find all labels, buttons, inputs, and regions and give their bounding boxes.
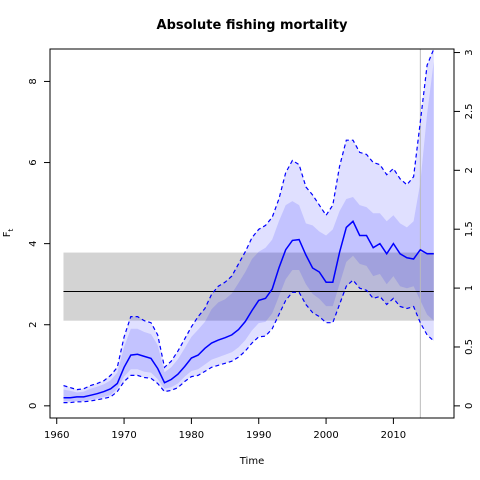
x-tick-label: 1980 [179,430,204,441]
outer-ci-fill [63,49,434,403]
y-tick-label: 0 [28,403,39,409]
chart-title: Absolute fishing mortality [157,18,348,33]
x-tick-label: 2000 [313,430,338,441]
x-axis-label: Time [239,456,264,467]
y2-tick-label: 0.5 [464,339,475,355]
y-tick-label: 4 [28,240,39,246]
y2-tick-label: 2.5 [464,103,475,119]
axes: 1960 1970 1980 1990 2000 2010 0 2 4 6 8 0 0.5 1 1.5 2 2.… [28,48,475,441]
y2-tick-label: 2 [464,167,475,173]
x-tick-label: 1970 [111,430,136,441]
y-axis-label-main: F [2,231,13,237]
x-tick-label: 1990 [246,430,271,441]
y-axis-label-sub: t [7,228,15,231]
y2-tick-label: 0 [464,403,475,409]
inner-ci-fill [63,61,434,402]
y-axis-label: Ft [2,228,15,237]
y-tick-label: 6 [28,159,39,165]
estimate-line [63,220,434,399]
lower-bound-line [63,279,435,404]
y2-tick-label: 1.5 [464,221,475,237]
y2-tick-label: 3 [464,49,475,55]
plot-area [63,49,435,418]
reference-band [63,252,434,321]
y-tick-label: 2 [28,322,39,328]
plot-frame [49,48,455,419]
y2-tick-label: 1 [464,285,475,291]
svg-text:Ft: Ft [2,228,15,237]
upper-bound-line [63,49,435,391]
plot-content [63,49,435,418]
y-tick-label: 8 [28,78,39,84]
x-tick-label: 2010 [381,430,406,441]
x-tick-label: 1960 [44,430,69,441]
